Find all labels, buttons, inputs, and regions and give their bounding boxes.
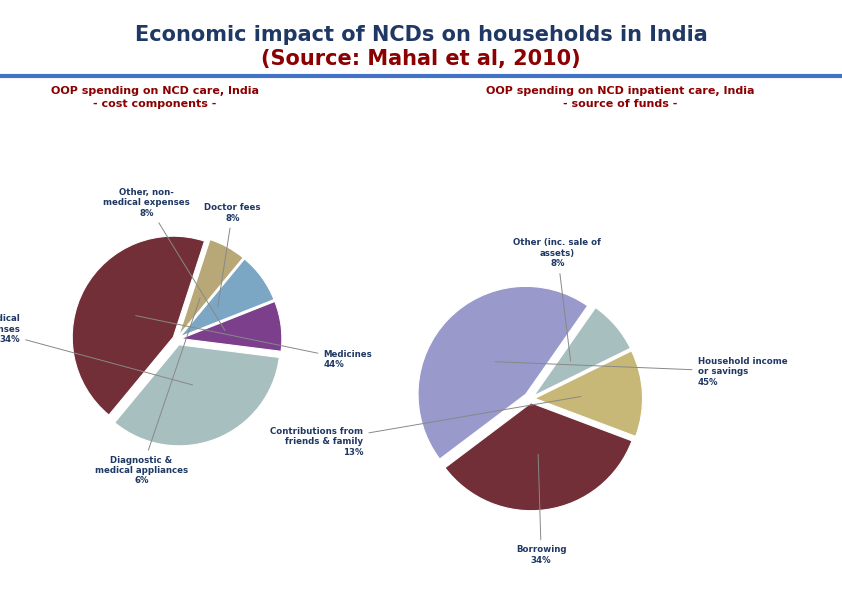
Text: Department of Health Systems Financing: Department of Health Systems Financing	[215, 544, 459, 557]
Text: Household income
or savings
45%: Household income or savings 45%	[495, 357, 787, 387]
Text: Other, non-
medical expenses
8%: Other, non- medical expenses 8%	[103, 188, 225, 330]
Wedge shape	[180, 259, 274, 337]
Wedge shape	[181, 302, 282, 351]
Text: Diagnostic &
medical appliances
6%: Diagnostic & medical appliances 6%	[95, 298, 200, 486]
Text: Contributions from
friends & family
13%: Contributions from friends & family 13%	[270, 396, 581, 456]
Text: World Health: World Health	[674, 545, 782, 560]
Text: - source of funds -: - source of funds -	[562, 99, 677, 109]
Wedge shape	[534, 308, 631, 396]
Text: Borrowing
34%: Borrowing 34%	[516, 454, 567, 565]
Text: Other (inc. sale of
assets)
8%: Other (inc. sale of assets) 8%	[514, 238, 601, 361]
Wedge shape	[179, 240, 243, 336]
Text: - cost components -: - cost components -	[93, 99, 216, 109]
Wedge shape	[535, 351, 642, 436]
Text: 6 |: 6 |	[19, 554, 38, 568]
Wedge shape	[72, 236, 205, 415]
Text: OOP spending on NCD inpatient care, India: OOP spending on NCD inpatient care, Indi…	[486, 86, 754, 96]
Wedge shape	[445, 403, 632, 511]
Text: Organization: Organization	[674, 571, 781, 585]
Text: Medicines
44%: Medicines 44%	[136, 315, 372, 369]
Wedge shape	[115, 345, 280, 446]
Text: (Source: Mahal et al, 2010): (Source: Mahal et al, 2010)	[261, 49, 581, 68]
Text: Economic impact of NCDs on households in India: Economic impact of NCDs on households in…	[135, 26, 707, 45]
Text: Better Financing for Better Health: Better Financing for Better Health	[237, 569, 437, 583]
Text: Other medical
expenses
34%: Other medical expenses 34%	[0, 314, 193, 385]
Text: Doctor fees
8%: Doctor fees 8%	[204, 203, 261, 307]
Text: OOP spending on NCD care, India: OOP spending on NCD care, India	[51, 86, 259, 96]
Wedge shape	[418, 286, 588, 459]
